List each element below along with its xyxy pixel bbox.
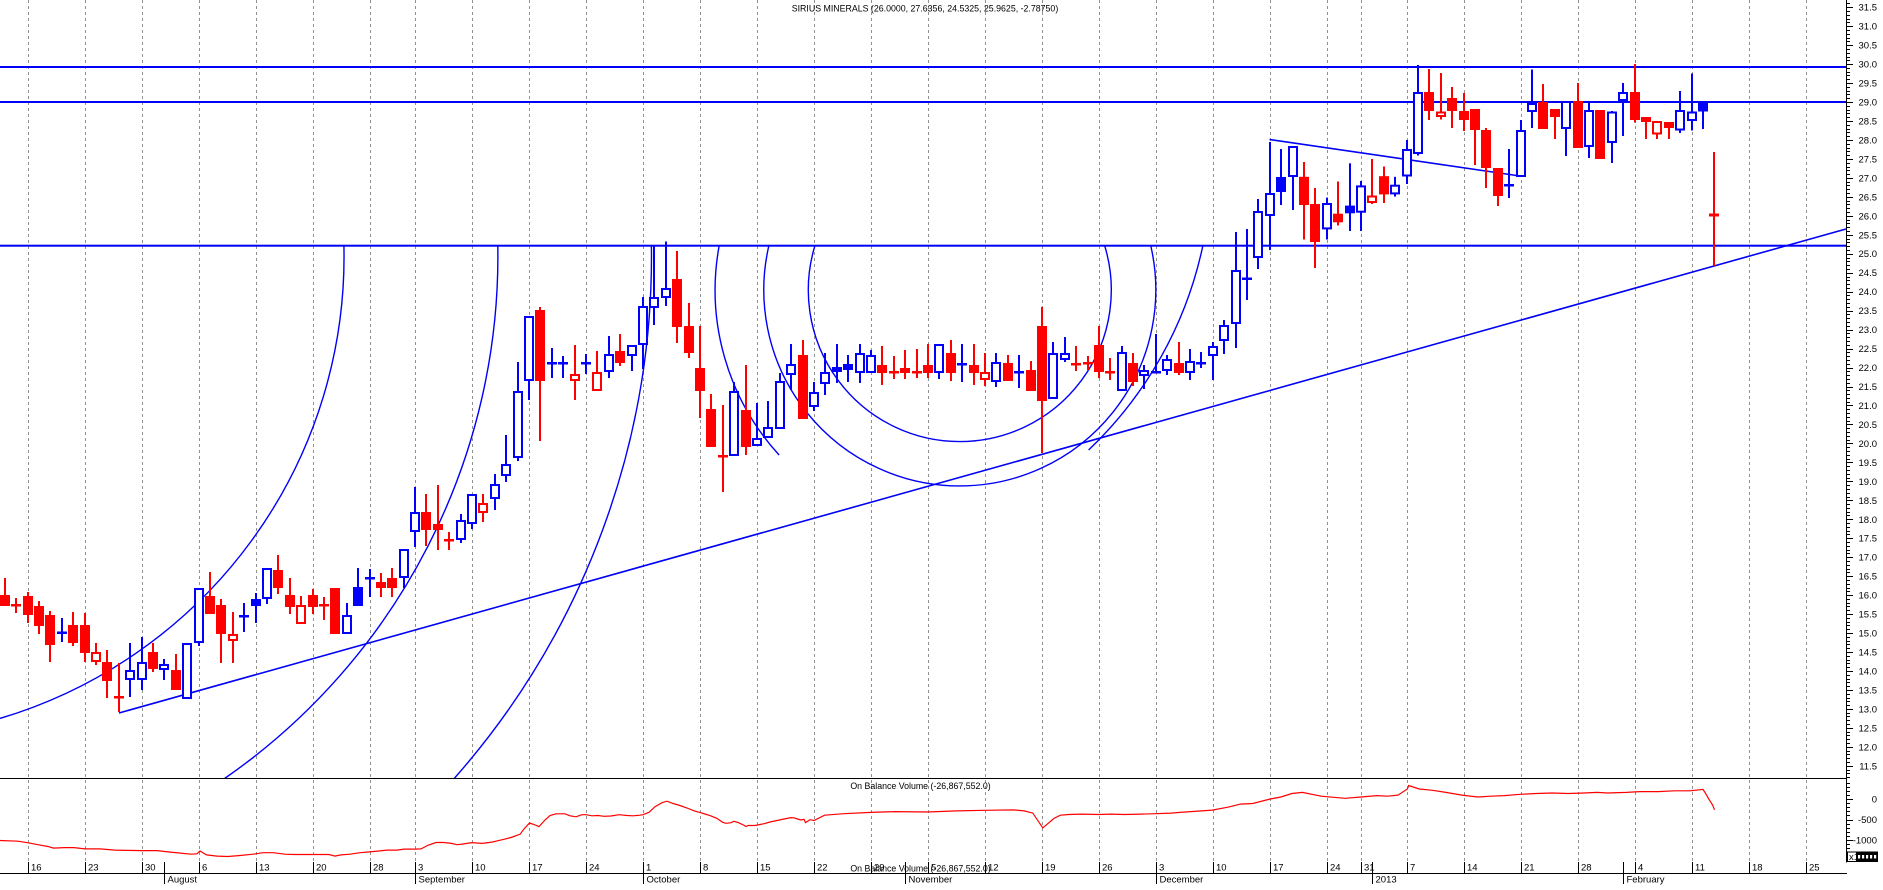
svg-text:12.0: 12.0 [1859, 742, 1878, 753]
svg-text:21.0: 21.0 [1859, 401, 1878, 412]
svg-text:13: 13 [259, 863, 270, 874]
svg-text:13.5: 13.5 [1859, 685, 1878, 696]
svg-text:15: 15 [760, 863, 771, 874]
svg-text:15.0: 15.0 [1859, 629, 1878, 640]
svg-text:5: 5 [931, 863, 936, 874]
svg-text:September: September [419, 875, 465, 886]
svg-text:1: 1 [646, 863, 651, 874]
svg-text:8: 8 [703, 863, 708, 874]
svg-text:7: 7 [1410, 863, 1415, 874]
svg-text:20.5: 20.5 [1859, 420, 1878, 431]
svg-text:x1: x1 [1849, 852, 1859, 863]
svg-text:22.5: 22.5 [1859, 344, 1878, 355]
svg-text:26: 26 [1102, 863, 1113, 874]
svg-text:February: February [1627, 875, 1665, 886]
svg-text:December: December [1160, 875, 1204, 886]
svg-text:25: 25 [1809, 863, 1820, 874]
svg-text:30.0: 30.0 [1859, 60, 1878, 71]
svg-text:On Balance Volume (-26,867,552: On Balance Volume (-26,867,552.0) [850, 864, 990, 874]
svg-text:17.5: 17.5 [1859, 534, 1878, 545]
svg-text:21.5: 21.5 [1859, 382, 1878, 393]
svg-text:29.5: 29.5 [1859, 79, 1878, 90]
svg-text:18: 18 [1752, 863, 1763, 874]
svg-text:16.0: 16.0 [1859, 591, 1878, 602]
svg-text:3: 3 [418, 863, 423, 874]
svg-text:6: 6 [202, 863, 207, 874]
svg-text:14: 14 [1467, 863, 1478, 874]
svg-text:19.5: 19.5 [1859, 458, 1878, 469]
svg-text:On Balance Volume (-26,867,552: On Balance Volume (-26,867,552.0) [850, 781, 990, 791]
svg-text:12.5: 12.5 [1859, 723, 1878, 734]
svg-text:10: 10 [1216, 863, 1227, 874]
svg-text:20.0: 20.0 [1859, 439, 1878, 450]
svg-text:3: 3 [1159, 863, 1164, 874]
svg-text:22: 22 [817, 863, 828, 874]
svg-text:31.0: 31.0 [1859, 22, 1878, 33]
svg-text:27.0: 27.0 [1859, 173, 1878, 184]
svg-text:28: 28 [1581, 863, 1592, 874]
svg-text:0: 0 [1872, 795, 1877, 806]
svg-text:November: November [909, 875, 953, 886]
svg-text:15.5: 15.5 [1859, 610, 1878, 621]
svg-text:18.0: 18.0 [1859, 515, 1878, 526]
svg-text:12: 12 [988, 863, 999, 874]
svg-text:19.0: 19.0 [1859, 477, 1878, 488]
svg-text:24.5: 24.5 [1859, 268, 1878, 279]
svg-text:17: 17 [1273, 863, 1284, 874]
svg-text:17.0: 17.0 [1859, 553, 1878, 564]
svg-text:23: 23 [88, 863, 99, 874]
svg-text:13.0: 13.0 [1859, 704, 1878, 715]
svg-text:31: 31 [1364, 863, 1375, 874]
svg-text:30: 30 [145, 863, 156, 874]
svg-text:16.5: 16.5 [1859, 572, 1878, 583]
svg-text:August: August [168, 875, 198, 886]
svg-text:14.5: 14.5 [1859, 648, 1878, 659]
svg-text:26.5: 26.5 [1859, 192, 1878, 203]
svg-text:22.0: 22.0 [1859, 363, 1878, 374]
svg-text:-500: -500 [1858, 815, 1877, 826]
svg-text:30.5: 30.5 [1859, 41, 1878, 52]
svg-text:10: 10 [475, 863, 486, 874]
svg-text:11.5: 11.5 [1859, 761, 1877, 772]
svg-text:-1000: -1000 [1853, 836, 1877, 847]
svg-text:11: 11 [1695, 863, 1705, 874]
svg-text:31.5: 31.5 [1859, 3, 1878, 14]
svg-text:October: October [647, 875, 681, 886]
svg-text:20: 20 [316, 863, 327, 874]
svg-text:24: 24 [1330, 863, 1341, 874]
svg-text:23.0: 23.0 [1859, 325, 1878, 336]
svg-text:29: 29 [874, 863, 885, 874]
svg-text:21: 21 [1524, 863, 1535, 874]
svg-text:14.0: 14.0 [1859, 667, 1878, 678]
svg-text:18.5: 18.5 [1859, 496, 1878, 507]
svg-text:23.5: 23.5 [1859, 306, 1878, 317]
svg-text:SIRIUS MINERALS (26.0000, 27.6: SIRIUS MINERALS (26.0000, 27.6356, 24.53… [792, 4, 1059, 14]
svg-text:28.0: 28.0 [1859, 136, 1878, 147]
svg-text:19: 19 [1045, 863, 1056, 874]
svg-text:24.0: 24.0 [1859, 287, 1878, 298]
svg-text:25.0: 25.0 [1859, 249, 1878, 260]
svg-text:29.0: 29.0 [1859, 98, 1878, 109]
svg-text:28.5: 28.5 [1859, 117, 1878, 128]
svg-text:17: 17 [532, 863, 543, 874]
svg-text:2013: 2013 [1376, 875, 1397, 886]
svg-text:25.5: 25.5 [1859, 230, 1878, 241]
svg-text:4: 4 [1638, 863, 1643, 874]
svg-text:16: 16 [31, 863, 42, 874]
svg-text:24: 24 [589, 863, 600, 874]
svg-text:27.5: 27.5 [1859, 154, 1878, 165]
svg-text:28: 28 [373, 863, 384, 874]
svg-text:26.0: 26.0 [1859, 211, 1878, 222]
